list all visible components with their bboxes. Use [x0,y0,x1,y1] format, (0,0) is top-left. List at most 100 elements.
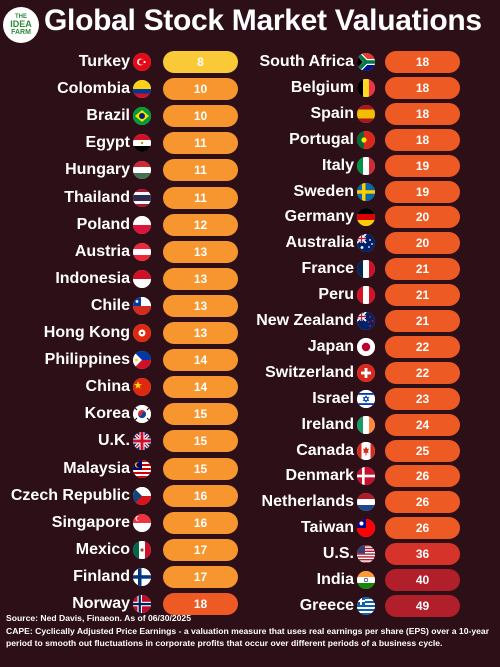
cape-value: 10 [163,105,238,128]
country-name: Israel [312,389,354,407]
table-row: Japan 22 [0,335,500,358]
cape-value: 25 [385,439,460,462]
indonesia-flag-icon [133,269,151,288]
sweden-flag-icon [357,182,375,201]
country-name: Austria [74,242,130,260]
spain-flag-icon [357,104,375,123]
cape-definition: CAPE: Cyclically Adjusted Price Earnings… [6,625,490,649]
cape-value: 16 [163,484,238,507]
table-row: Chile 13 [0,294,500,317]
table-row: Norway 18 [0,593,500,615]
cape-value: 19 [385,180,460,203]
table-row: Austria 13 [0,240,500,263]
table-row: Poland 12 [0,213,500,236]
country-name: Switzerland [265,363,354,381]
table-row: Canada 25 [0,439,500,462]
country-name: Denmark [285,467,354,485]
table-row: Australia 20 [0,232,500,255]
cape-value: 13 [163,322,238,344]
cape-value: 40 [385,569,460,591]
country-name: Peru [318,286,354,304]
table-row: Brazil 10 [0,105,500,128]
canada-flag-icon [357,441,375,460]
table-row: Greece 49 [0,594,500,617]
page-title: Global Stock Market Valuations [44,4,482,37]
korea-flag-icon [133,405,151,424]
malaysia-flag-icon [133,459,151,478]
cape-value: 20 [385,206,460,229]
country-name: Mexico [75,540,130,558]
china-flag-icon [133,378,151,397]
austria-flag-icon [133,242,151,261]
greece-flag-icon [357,596,375,615]
table-row: Spain 18 [0,102,500,125]
country-name: Singapore [51,513,130,531]
country-name: Belgium [290,78,354,96]
country-name: New Zealand [256,312,354,329]
south-africa-flag-icon [357,53,375,71]
thailand-flag-icon [133,188,151,207]
taiwan-flag-icon [357,519,375,538]
cape-value: 10 [163,78,238,101]
cape-value: 18 [385,76,460,99]
finland-flag-icon [133,567,151,586]
denmark-flag-icon [357,467,375,486]
country-name: South Africa [259,53,354,70]
table-row: Mexico 17 [0,538,500,561]
cape-value: 16 [163,511,238,534]
cape-value: 15 [163,403,238,426]
footer: Source: Ned Davis, Finaeon. As of 06/30/… [6,612,496,650]
table-row: New Zealand 21 [0,310,500,332]
country-name: Taiwan [300,519,354,537]
table-row: Netherlands 26 [0,491,500,514]
table-row: U.S. 36 [0,543,500,566]
israel-flag-icon [357,389,375,408]
hungary-flag-icon [133,161,151,180]
italy-flag-icon [357,156,375,175]
table-row: Belgium 18 [0,76,500,99]
colombia-flag-icon [133,80,151,99]
czech-republic-flag-icon [133,486,151,505]
france-flag-icon [357,260,375,279]
cape-value: 11 [163,132,238,155]
new-zealand-flag-icon [357,312,375,330]
cape-value: 15 [163,430,238,453]
cape-value: 19 [385,154,460,177]
cape-value: 23 [385,387,460,410]
table-row: Switzerland 22 [0,361,500,384]
table-row: Finland 17 [0,565,500,588]
table-row: Denmark 26 [0,465,500,488]
table-row: Turkey 8 [0,51,500,73]
cape-value: 15 [163,457,238,480]
netherlands-flag-icon [357,493,375,512]
poland-flag-icon [133,215,151,234]
table-row: Philippines 14 [0,349,500,372]
logo-line-2: IDEA [10,19,32,29]
cape-value: 21 [385,258,460,281]
philippines-flag-icon [133,351,151,370]
country-name: Netherlands [261,493,354,511]
hong-kong-flag-icon [133,324,151,342]
idea-farm-logo: THE IDEA FARM [3,7,39,43]
country-name: Thailand [64,188,130,206]
norway-flag-icon [133,595,151,613]
country-name: Spain [310,104,354,122]
mexico-flag-icon [133,540,151,559]
cape-value: 26 [385,517,460,540]
country-name: Sweden [293,182,354,200]
table-row: Hong Kong 13 [0,322,500,344]
country-name: Korea [84,405,130,423]
singapore-flag-icon [133,513,151,532]
table-row: Czech Republic 16 [0,484,500,507]
country-name: Poland [76,215,130,233]
australia-flag-icon [357,234,375,253]
egypt-flag-icon [133,134,151,153]
country-name: Finland [73,567,130,585]
cape-value: 21 [385,310,460,332]
country-name: Ireland [301,415,354,433]
cape-value: 24 [385,413,460,436]
table-row: Colombia 10 [0,78,500,101]
table-row: Taiwan 26 [0,517,500,540]
country-name: China [85,378,130,396]
cape-value: 8 [163,51,238,73]
